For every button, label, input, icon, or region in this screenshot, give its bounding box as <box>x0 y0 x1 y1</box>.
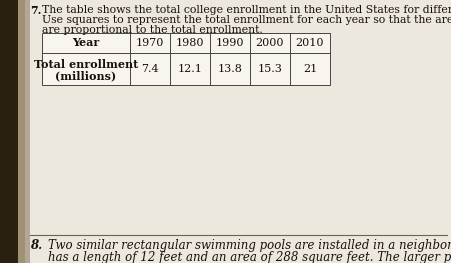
Bar <box>0 0 18 263</box>
Text: Total enrollment: Total enrollment <box>34 58 138 69</box>
Text: 1990: 1990 <box>215 38 244 48</box>
Text: The table shows the total college enrollment in the United States for different : The table shows the total college enroll… <box>42 5 451 15</box>
Text: 15.3: 15.3 <box>257 64 282 74</box>
Text: has a length of 12 feet and an area of 288 square feet. The larger pool has a: has a length of 12 feet and an area of 2… <box>48 251 451 263</box>
Text: 1970: 1970 <box>135 38 164 48</box>
Text: 8.: 8. <box>30 239 42 252</box>
Bar <box>42 33 329 85</box>
Text: Year: Year <box>72 38 99 48</box>
Text: 7.: 7. <box>30 5 41 16</box>
Text: are proportional to the total enrollment.: are proportional to the total enrollment… <box>42 25 262 35</box>
Text: 12.1: 12.1 <box>177 64 202 74</box>
Text: 21: 21 <box>302 64 317 74</box>
Text: 1980: 1980 <box>175 38 204 48</box>
Text: Use squares to represent the total enrollment for each year so that the areas of: Use squares to represent the total enrol… <box>42 15 451 25</box>
Text: Two similar rectangular swimming pools are installed in a neighborhood.: Two similar rectangular swimming pools a… <box>48 239 451 252</box>
Text: 13.8: 13.8 <box>217 64 242 74</box>
Bar <box>18 0 30 263</box>
Text: 2000: 2000 <box>255 38 284 48</box>
Text: (millions): (millions) <box>55 70 116 82</box>
Text: 2010: 2010 <box>295 38 323 48</box>
Text: 7.4: 7.4 <box>141 64 158 74</box>
